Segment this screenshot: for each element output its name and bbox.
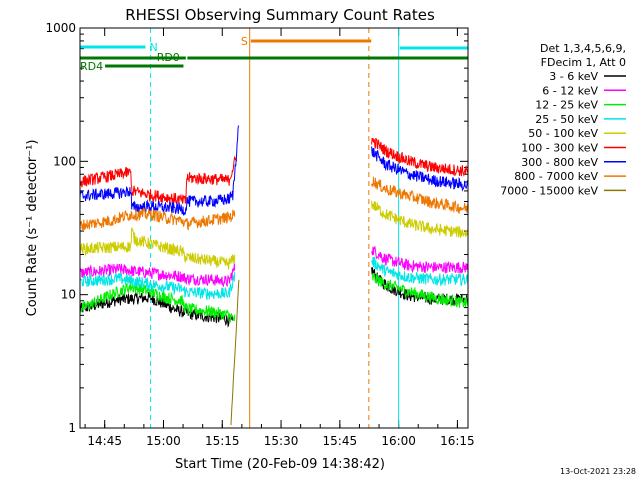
series-3-trace-b xyxy=(371,256,469,287)
series-7-trace-a xyxy=(79,207,236,232)
legend-label-1: 6 - 12 keV xyxy=(542,84,598,97)
series-4-trace-b xyxy=(371,200,469,238)
series-7-trace-b xyxy=(371,176,469,215)
x-tick-label-0: 14:45 xyxy=(87,434,122,448)
series-5-trace-b xyxy=(371,137,469,177)
flag-label-RD0: RD0 xyxy=(157,51,180,64)
plot-area: 1 10 100 1000 14:45 15:00 15:15 15:30 15:45 16:00… xyxy=(45,21,474,448)
legend-header-line-2: FDecim 1, Att 0 xyxy=(541,56,626,69)
x-tick-label-4: 15:45 xyxy=(323,434,358,448)
y-tick-label-0: 1 xyxy=(68,421,76,435)
series-2-trace-a xyxy=(79,281,236,324)
legend-label-4: 50 - 100 keV xyxy=(528,127,598,140)
series-2-trace-b xyxy=(371,272,469,308)
x-tick-label-6: 16:15 xyxy=(440,434,475,448)
legend-label-7: 800 - 7000 keV xyxy=(514,170,598,183)
y-tick-label-1: 10 xyxy=(61,288,76,302)
flag-label-S: S xyxy=(241,35,248,48)
series-1-trace-a xyxy=(79,263,236,288)
legend-header-line-1: Det 1,3,4,5,6,9, xyxy=(540,42,626,55)
legend-label-5: 100 - 300 keV xyxy=(521,142,598,155)
y-tick-label-3: 1000 xyxy=(45,21,76,35)
x-tick-label-5: 16:00 xyxy=(381,434,416,448)
flag-label-RD4: RD4 xyxy=(80,60,103,73)
y-axis-label: Count Rate (s⁻¹ detector⁻¹) xyxy=(25,140,40,317)
series-5-trace-a xyxy=(79,155,238,205)
x-tick-label-1: 15:00 xyxy=(146,434,181,448)
series-4-trace-a xyxy=(79,227,236,270)
y-tick-label-2: 100 xyxy=(53,154,76,168)
chart-title: RHESSI Observing Summary Count Rates xyxy=(125,6,435,24)
legend-label-8: 7000 - 15000 keV xyxy=(500,184,598,197)
series-1-trace-b xyxy=(371,246,469,275)
legend-label-0: 3 - 6 keV xyxy=(549,70,598,83)
series-3-trace-a xyxy=(79,272,236,300)
series-6-trace-b xyxy=(371,146,469,192)
flag-label-N: N xyxy=(149,41,157,54)
legend-label-6: 300 - 800 keV xyxy=(521,156,598,169)
series-8-trace-a xyxy=(230,279,240,426)
series-6-trace-a xyxy=(79,125,239,216)
x-axis-label: Start Time (20-Feb-09 14:38:42) xyxy=(175,457,385,472)
plot-frame xyxy=(79,27,469,429)
timestamp: 13-Oct-2021 23:28 xyxy=(560,467,636,476)
x-tick-label-2: 15:15 xyxy=(205,434,240,448)
legend-label-2: 12 - 25 keV xyxy=(535,99,598,112)
legend-label-3: 25 - 50 keV xyxy=(535,113,598,126)
x-tick-label-3: 15:30 xyxy=(264,434,299,448)
